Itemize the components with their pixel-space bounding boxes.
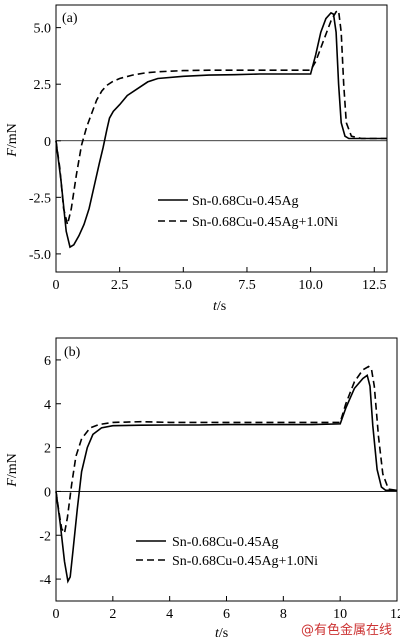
panel-a: 0 2.5 5.0 7.5 10.0 12.5 -5.0 -2.5 0 2.5 5.0 (a) t/… bbox=[5, 4, 388, 314]
panel-b-ylabel: F/mN bbox=[5, 453, 20, 487]
y-tick-label: 2.5 bbox=[34, 78, 52, 93]
panel-a-series bbox=[55, 9, 387, 249]
x-tick-label: 6 bbox=[223, 607, 230, 622]
y-tick-label: 5.0 bbox=[34, 22, 52, 37]
x-tick-label: 0 bbox=[53, 278, 60, 293]
panel-a-ticks bbox=[55, 27, 375, 272]
x-tick-label: 5.0 bbox=[175, 278, 193, 293]
panel-b-series bbox=[55, 365, 398, 584]
series-line-base bbox=[55, 11, 387, 249]
y-tick-label: 0 bbox=[44, 485, 51, 500]
panel-b-legend: Sn-0.68Cu-0.45Ag Sn-0.68Cu-0.45Ag+1.0Ni bbox=[136, 535, 318, 569]
panel-b: 0 2 4 6 8 10 12 -4 -2 0 2 4 6 (b) t/s F/mN Sn-0.68Cu… bbox=[5, 337, 400, 641]
x-tick-label: 10 bbox=[333, 607, 347, 622]
y-tick-label: -4 bbox=[39, 573, 51, 588]
y-tick-label: 0 bbox=[44, 135, 51, 150]
y-tick-label: 4 bbox=[44, 398, 51, 413]
panel-a-legend: Sn-0.68Cu-0.45Ag Sn-0.68Cu-0.45Ag+1.0Ni bbox=[158, 194, 338, 230]
panel-b-label: (b) bbox=[64, 345, 81, 360]
y-tick-label: -5.0 bbox=[29, 248, 51, 263]
series-line-ni bbox=[55, 365, 398, 536]
series-line-base bbox=[55, 373, 397, 584]
panel-b-tick-labels: 0 2 4 6 8 10 12 -4 -2 0 2 4 6 bbox=[39, 354, 400, 622]
x-tick-label: 12.5 bbox=[362, 278, 387, 293]
y-tick-label: -2.5 bbox=[29, 191, 51, 206]
x-tick-label: 7.5 bbox=[238, 278, 256, 293]
panel-a-ylabel: F/mN bbox=[5, 123, 20, 157]
panel-a-legend-dashed-label: Sn-0.68Cu-0.45Ag+1.0Ni bbox=[192, 215, 338, 230]
x-tick-label: 12 bbox=[390, 607, 400, 622]
x-tick-label: 0 bbox=[53, 607, 60, 622]
x-tick-label: 10.0 bbox=[298, 278, 323, 293]
panel-a-legend-solid-label: Sn-0.68Cu-0.45Ag bbox=[192, 194, 299, 209]
x-tick-label: 8 bbox=[280, 607, 287, 622]
panel-b-xlabel: t/s bbox=[215, 626, 228, 641]
panel-a-xlabel: t/s bbox=[213, 299, 226, 314]
x-tick-label: 4 bbox=[166, 607, 173, 622]
panel-b-ticks bbox=[55, 359, 398, 601]
y-tick-label: -2 bbox=[39, 529, 51, 544]
panel-a-label: (a) bbox=[62, 11, 78, 26]
y-tick-label: 6 bbox=[44, 354, 51, 369]
watermark-text: @有色金属在线 bbox=[301, 622, 392, 638]
panel-b-legend-dashed-label: Sn-0.68Cu-0.45Ag+1.0Ni bbox=[172, 554, 318, 569]
x-tick-label: 2.5 bbox=[111, 278, 129, 293]
panel-b-legend-solid-label: Sn-0.68Cu-0.45Ag bbox=[172, 535, 279, 550]
panel-a-tick-labels: 0 2.5 5.0 7.5 10.0 12.5 -5.0 -2.5 0 2.5 5.0 bbox=[29, 22, 387, 293]
x-tick-label: 2 bbox=[109, 607, 116, 622]
y-tick-label: 2 bbox=[44, 442, 51, 457]
